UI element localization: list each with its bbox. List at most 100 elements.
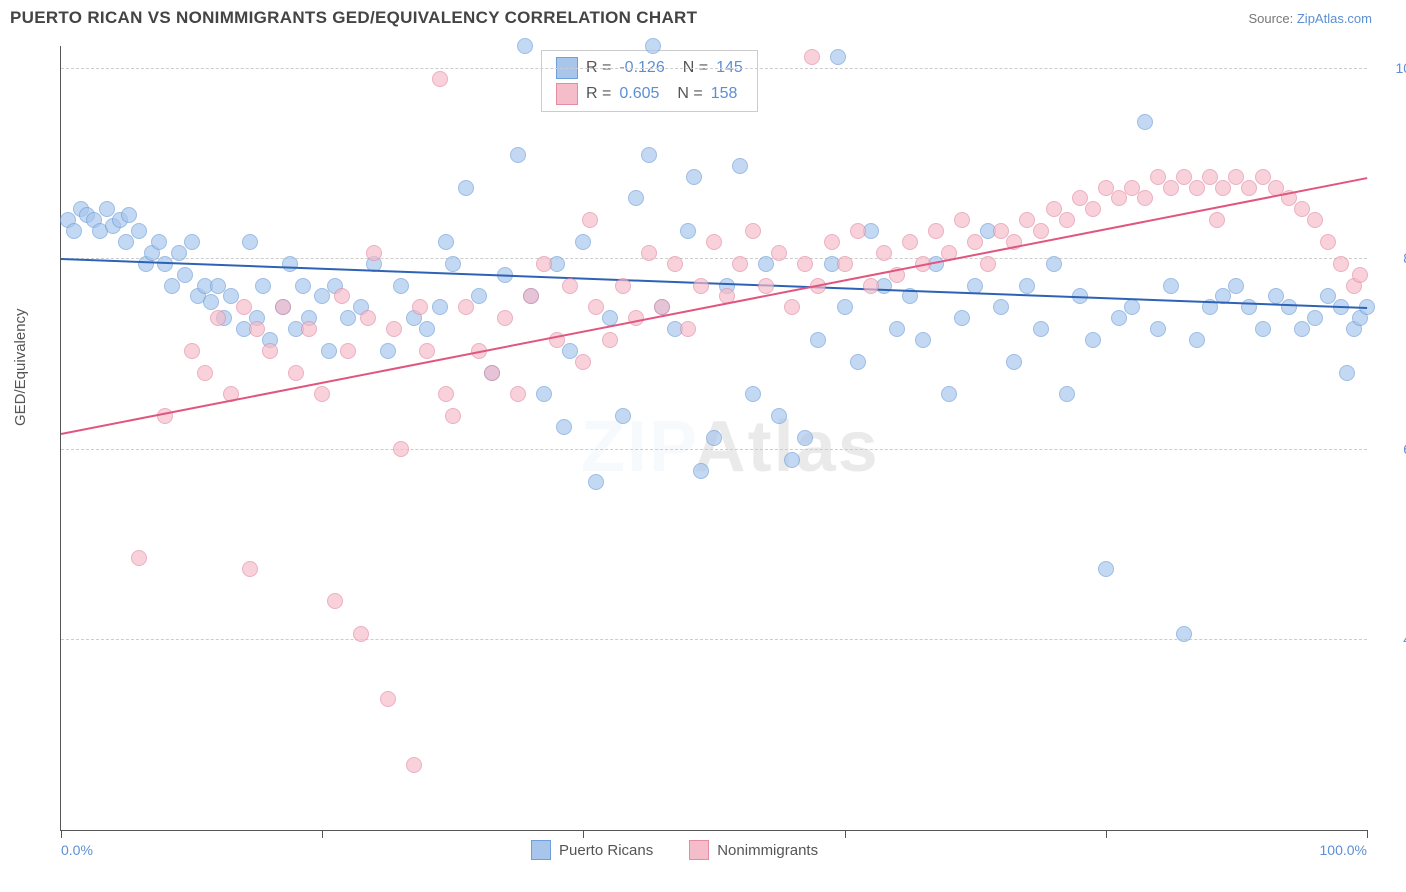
scatter-point [275, 299, 291, 315]
plot-area: ZIPAtlas R =-0.126N =145R =0.605N =158 P… [60, 46, 1367, 831]
legend-label: Nonimmigrants [717, 842, 818, 859]
scatter-point [758, 256, 774, 272]
gridline [61, 68, 1367, 69]
scatter-point [340, 343, 356, 359]
scatter-point [941, 386, 957, 402]
scatter-point [1339, 365, 1355, 381]
n-label: N = [677, 81, 702, 107]
scatter-point [562, 278, 578, 294]
scatter-point [1189, 180, 1205, 196]
gridline [61, 258, 1367, 259]
scatter-point [432, 299, 448, 315]
scatter-point [282, 256, 298, 272]
scatter-point [393, 441, 409, 457]
chart-title: PUERTO RICAN VS NONIMMIGRANTS GED/EQUIVA… [10, 8, 697, 28]
scatter-point [1255, 321, 1271, 337]
scatter-point [582, 212, 598, 228]
scatter-point [575, 234, 591, 250]
scatter-point [121, 207, 137, 223]
scatter-point [184, 234, 200, 250]
x-tick-label: 0.0% [61, 842, 93, 858]
scatter-point [706, 430, 722, 446]
scatter-point [295, 278, 311, 294]
y-tick-label: 65.0% [1383, 441, 1406, 457]
scatter-point [1137, 190, 1153, 206]
scatter-point [1033, 223, 1049, 239]
scatter-point [615, 408, 631, 424]
scatter-point [804, 49, 820, 65]
gridline [61, 639, 1367, 640]
scatter-point [588, 474, 604, 490]
x-tick [845, 830, 846, 838]
x-tick-label: 100.0% [1320, 842, 1367, 858]
scatter-point [523, 288, 539, 304]
scatter-point [1085, 201, 1101, 217]
x-tick [1106, 830, 1107, 838]
scatter-point [771, 408, 787, 424]
scatter-point [1228, 278, 1244, 294]
legend-swatch [531, 840, 551, 860]
scatter-point [484, 365, 500, 381]
scatter-point [353, 626, 369, 642]
scatter-point [556, 419, 572, 435]
scatter-point [314, 386, 330, 402]
scatter-point [686, 169, 702, 185]
scatter-point [837, 256, 853, 272]
scatter-point [1307, 212, 1323, 228]
scatter-point [432, 71, 448, 87]
scatter-point [203, 294, 219, 310]
scatter-point [1019, 278, 1035, 294]
scatter-point [889, 321, 905, 337]
scatter-point [1352, 267, 1368, 283]
scatter-point [536, 256, 552, 272]
scatter-point [810, 332, 826, 348]
r-value: 0.605 [619, 81, 659, 107]
legend-swatch [689, 840, 709, 860]
scatter-point [732, 256, 748, 272]
scatter-point [236, 299, 252, 315]
scatter-point [1006, 354, 1022, 370]
scatter-point [824, 234, 840, 250]
y-tick-label: 47.5% [1383, 631, 1406, 647]
scatter-point [242, 234, 258, 250]
scatter-point [876, 245, 892, 261]
scatter-point [131, 550, 147, 566]
scatter-point [471, 288, 487, 304]
scatter-point [654, 299, 670, 315]
scatter-point [1333, 256, 1349, 272]
scatter-point [1163, 278, 1179, 294]
scatter-point [386, 321, 402, 337]
scatter-point [288, 365, 304, 381]
scatter-point [680, 223, 696, 239]
scatter-point [645, 38, 661, 54]
scatter-point [1320, 234, 1336, 250]
scatter-point [1294, 321, 1310, 337]
source-link[interactable]: ZipAtlas.com [1297, 11, 1372, 26]
scatter-point [1189, 332, 1205, 348]
scatter-point [797, 256, 813, 272]
scatter-point [797, 430, 813, 446]
scatter-point [445, 256, 461, 272]
scatter-point [745, 386, 761, 402]
chart-area: GED/Equivalency ZIPAtlas R =-0.126N =145… [0, 46, 1406, 892]
scatter-point [249, 321, 265, 337]
scatter-point [993, 299, 1009, 315]
scatter-point [1098, 561, 1114, 577]
scatter-point [628, 190, 644, 206]
scatter-point [412, 299, 428, 315]
scatter-point [954, 310, 970, 326]
scatter-point [850, 354, 866, 370]
scatter-point [1163, 180, 1179, 196]
scatter-point [575, 354, 591, 370]
scatter-point [197, 365, 213, 381]
scatter-point [1111, 190, 1127, 206]
scatter-point [771, 245, 787, 261]
x-tick [61, 830, 62, 838]
scatter-point [1241, 180, 1257, 196]
x-tick [1367, 830, 1368, 838]
scatter-point [784, 299, 800, 315]
scatter-point [1124, 299, 1140, 315]
scatter-point [680, 321, 696, 337]
scatter-point [66, 223, 82, 239]
scatter-point [641, 245, 657, 261]
